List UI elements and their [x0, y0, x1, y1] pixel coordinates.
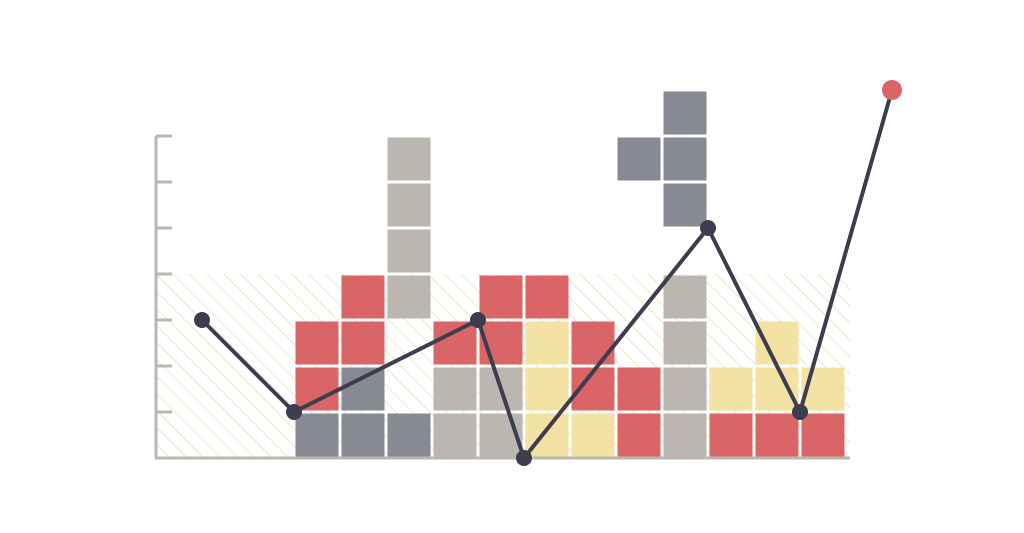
block-yellow [525, 321, 569, 365]
block-gray [295, 413, 339, 457]
block-beige [387, 229, 431, 273]
block-red [617, 367, 661, 411]
series-point-layer [194, 80, 902, 466]
block-gray [341, 367, 385, 411]
block-red [433, 321, 477, 365]
block-yellow [755, 321, 799, 365]
block-red [755, 413, 799, 457]
block-beige [387, 275, 431, 319]
block-red [295, 367, 339, 411]
series-point [792, 404, 808, 420]
block-beige [433, 413, 477, 457]
block-beige [663, 275, 707, 319]
series-point [470, 312, 486, 328]
block-red [295, 321, 339, 365]
series-point [700, 220, 716, 236]
block-red [801, 413, 845, 457]
block-beige [663, 367, 707, 411]
block-yellow [525, 367, 569, 411]
block-gray [663, 183, 707, 227]
block-red [571, 321, 615, 365]
series-point [194, 312, 210, 328]
block-beige [387, 183, 431, 227]
block-red [525, 275, 569, 319]
block-beige [387, 137, 431, 181]
block-beige [433, 367, 477, 411]
block-red [709, 413, 753, 457]
block-yellow [571, 413, 615, 457]
block-gray [387, 413, 431, 457]
block-beige [663, 321, 707, 365]
block-yellow [709, 367, 753, 411]
y-axis [154, 134, 850, 460]
block-red [617, 413, 661, 457]
block-yellow [755, 367, 799, 411]
block-layer [295, 91, 845, 457]
series-point-highlight [882, 80, 902, 100]
block-gray [341, 413, 385, 457]
series-point [286, 404, 302, 420]
block-gray [617, 137, 661, 181]
block-red [479, 275, 523, 319]
series-point [516, 450, 532, 466]
block-gray [663, 91, 707, 135]
block-red [341, 321, 385, 365]
block-gray [663, 137, 707, 181]
block-beige [663, 413, 707, 457]
block-red [341, 275, 385, 319]
